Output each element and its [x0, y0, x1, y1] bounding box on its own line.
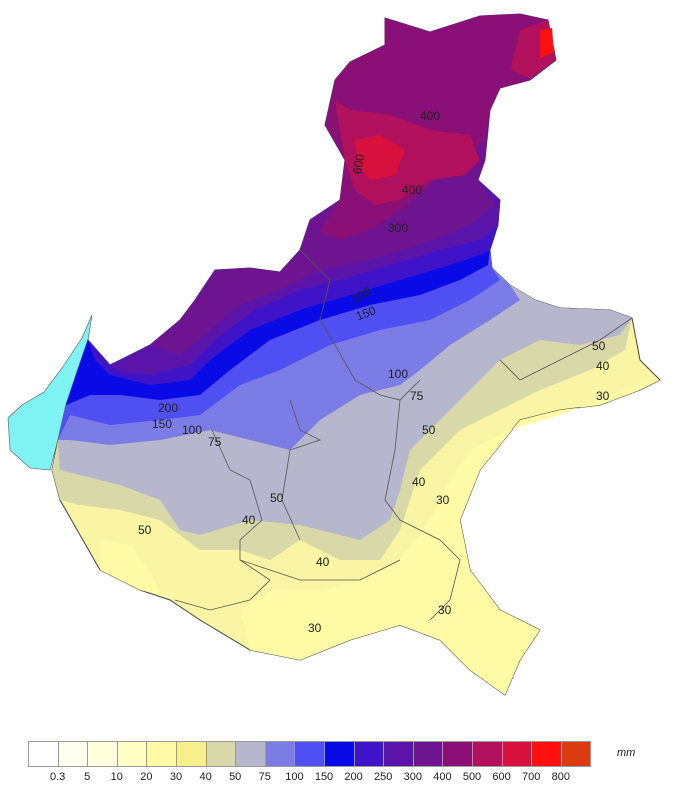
iso-label-30-d: 30: [308, 621, 322, 635]
color-legend: 0.3 5 10 20 30 40 50 75 100 150 200 250 300 400 500 600…: [28, 741, 592, 787]
legend-swatch: [471, 741, 503, 767]
precipitation-map: 400 600 400 300 200 150 100 75 50 40 30 …: [7, 13, 661, 696]
legend-swatch: [28, 741, 59, 767]
iso-label-30-a: 30: [596, 389, 610, 403]
iso-label-50-a: 50: [592, 339, 606, 353]
legend-tick-label: 75: [258, 771, 271, 783]
iso-label-200-b: 200: [158, 401, 178, 415]
legend-swatches: [28, 741, 592, 767]
legend-swatch: [353, 741, 385, 767]
iso-label-50-d: 50: [138, 523, 152, 537]
legend-tick-label: 250: [374, 771, 393, 783]
iso-label-40-b: 40: [412, 475, 426, 489]
legend-ticks: 0.3 5 10 20 30 40 50 75 100 150 200 250 300 400 500 600…: [28, 767, 590, 787]
legend-tick-label: 200: [344, 771, 363, 783]
legend-tick-label: 700: [522, 771, 541, 783]
iso-label-300-a: 300: [388, 221, 408, 235]
legend-tick-label: 10: [110, 771, 123, 783]
province-boundaries: [174, 249, 633, 621]
legend-swatch: [175, 741, 207, 767]
legend-tick-label: 5: [84, 771, 91, 783]
band-30-40-south: [240, 380, 660, 695]
iso-label-50-c: 50: [270, 491, 284, 505]
legend-tick-label: 40: [199, 771, 212, 783]
iso-label-100-a: 100: [388, 367, 408, 381]
legend-tick-label: 800: [551, 771, 570, 783]
legend-swatch: [442, 741, 473, 767]
legend-tick-label: 100: [285, 771, 304, 783]
iso-label-40-a: 40: [596, 359, 610, 373]
iso-label-400-a: 400: [420, 109, 440, 123]
iso-label-400-b: 400: [402, 183, 422, 197]
iso-label-75-b: 75: [208, 435, 222, 449]
legend-tick-label: 30: [169, 771, 183, 783]
iso-label-100-b: 100: [182, 423, 202, 437]
iso-label-150-a: 150: [354, 303, 378, 323]
legend-swatch: [501, 741, 533, 767]
iso-label-40-d: 40: [316, 555, 330, 569]
legend-swatch: [531, 741, 562, 767]
iso-label-30-b: 30: [436, 493, 450, 507]
legend-swatch: [205, 741, 237, 767]
legend-swatch: [146, 741, 177, 767]
iso-label-600: 600: [350, 153, 367, 175]
legend-swatch: [323, 741, 355, 767]
legend-tick-label: 500: [462, 771, 482, 783]
legend-tick-label: 50: [229, 771, 242, 783]
legend-swatch: [294, 741, 325, 767]
iso-label-75-a: 75: [410, 389, 424, 403]
legend-tick-label: 600: [492, 771, 511, 783]
legend-swatch: [116, 741, 148, 767]
legend-unit: mm: [617, 747, 636, 759]
iso-label-30-c: 30: [438, 603, 452, 617]
legend-tick-label: 300: [403, 771, 422, 783]
legend-swatch: [57, 741, 89, 767]
band-600: [355, 135, 405, 180]
iso-label-150-b: 150: [152, 417, 172, 431]
legend-swatch: [560, 741, 592, 767]
legend-swatch: [87, 741, 118, 767]
band-600-ne: [540, 28, 554, 58]
legend-swatch: [383, 741, 414, 767]
legend-tick-label: 20: [140, 771, 153, 783]
legend-tick-label: 0.3: [49, 771, 66, 783]
legend-tick-label: 400: [433, 771, 452, 783]
iso-label-40-c: 40: [242, 513, 256, 527]
legend-tick-label: 150: [314, 771, 334, 783]
band-30-40-sw: [100, 540, 160, 595]
iso-label-50-b: 50: [422, 423, 436, 437]
legend-swatch: [235, 741, 266, 767]
legend-swatch: [412, 741, 444, 767]
legend-swatch: [264, 741, 296, 767]
